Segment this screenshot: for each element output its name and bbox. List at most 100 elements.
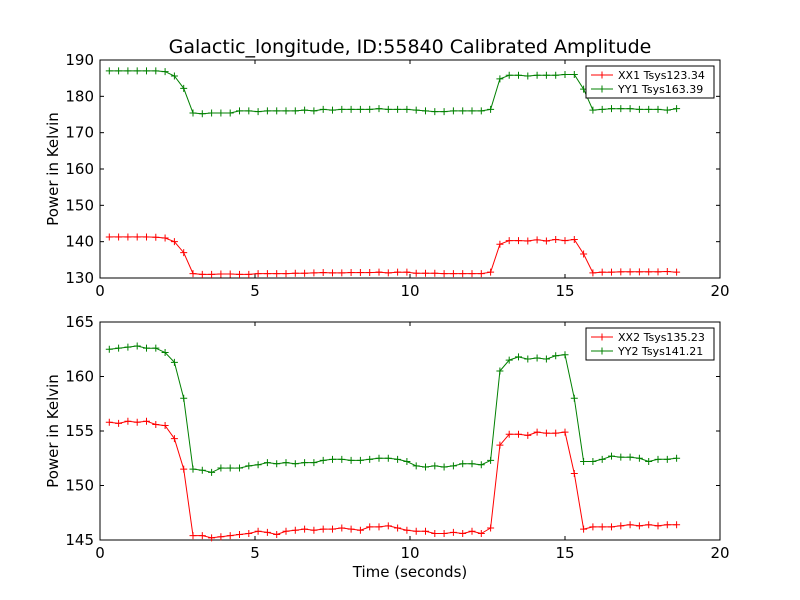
data-point bbox=[161, 68, 169, 76]
data-point bbox=[608, 105, 615, 113]
data-point bbox=[245, 462, 253, 470]
data-point bbox=[645, 458, 653, 466]
x-tick-label: 10 bbox=[400, 282, 419, 300]
data-point bbox=[412, 269, 420, 277]
legend-entry: XX1 Tsys123.34 bbox=[618, 69, 705, 82]
data-point bbox=[170, 238, 178, 246]
data-point bbox=[208, 109, 216, 117]
data-point bbox=[152, 344, 160, 352]
data-point bbox=[552, 71, 560, 79]
data-point bbox=[542, 71, 550, 79]
data-point bbox=[310, 526, 318, 534]
data-point bbox=[282, 270, 290, 278]
data-point bbox=[422, 269, 429, 277]
data-point bbox=[170, 358, 178, 366]
data-point bbox=[524, 237, 532, 245]
data-point bbox=[245, 529, 253, 537]
data-point bbox=[245, 107, 253, 115]
y-tick-label: 160 bbox=[65, 160, 94, 178]
data-point bbox=[291, 460, 299, 468]
data-point bbox=[329, 525, 336, 533]
y-tick-label: 130 bbox=[65, 269, 94, 287]
y-tick-label: 170 bbox=[65, 124, 94, 142]
x-tick-label: 0 bbox=[95, 544, 105, 562]
data-point bbox=[487, 268, 495, 276]
data-point bbox=[282, 527, 290, 535]
data-point bbox=[226, 270, 234, 278]
data-point bbox=[673, 454, 681, 462]
bottom-subplot: 0 5 10 15 20 145 150 155 160 165 Power in Kelvin Ti… bbox=[44, 313, 730, 581]
data-point bbox=[505, 237, 513, 245]
data-point bbox=[115, 67, 123, 75]
data-point bbox=[152, 420, 160, 428]
data-point bbox=[226, 532, 234, 540]
data-point bbox=[217, 533, 225, 541]
data-point bbox=[329, 455, 336, 463]
data-point bbox=[161, 234, 169, 242]
data-point bbox=[403, 268, 411, 276]
data-point bbox=[180, 249, 188, 257]
data-point bbox=[449, 107, 457, 115]
data-point bbox=[440, 463, 448, 471]
data-point bbox=[291, 526, 299, 534]
data-point bbox=[161, 349, 169, 357]
data-point bbox=[189, 532, 197, 540]
data-point bbox=[254, 270, 262, 278]
data-point bbox=[635, 105, 643, 113]
data-point bbox=[431, 269, 439, 277]
data-point bbox=[608, 452, 615, 460]
data-point bbox=[542, 237, 550, 245]
data-point bbox=[515, 430, 522, 438]
data-point bbox=[552, 429, 560, 437]
data-point bbox=[468, 270, 476, 278]
data-point bbox=[143, 417, 150, 425]
data-point bbox=[338, 524, 346, 532]
legend-marker bbox=[598, 347, 606, 355]
data-point bbox=[124, 233, 132, 241]
top-subplot: 0 5 10 15 20 130 140 150 160 170 180 190 Power in Ke… bbox=[44, 51, 730, 300]
y-tick-label: 180 bbox=[65, 87, 94, 105]
data-point bbox=[394, 268, 402, 276]
data-point bbox=[496, 367, 504, 375]
data-point bbox=[384, 105, 392, 113]
series-1 bbox=[105, 233, 681, 278]
legend-entry: YY2 Tsys141.21 bbox=[617, 345, 703, 358]
y-axis-label: Power in Kelvin bbox=[44, 112, 62, 226]
data-point bbox=[394, 455, 402, 463]
data-point bbox=[422, 527, 429, 535]
legend-marker bbox=[598, 333, 606, 341]
data-point bbox=[431, 462, 439, 470]
data-point bbox=[663, 455, 671, 463]
data-point bbox=[319, 105, 327, 113]
data-point bbox=[152, 233, 160, 241]
data-point bbox=[496, 441, 504, 449]
data-point bbox=[570, 71, 578, 79]
x-tick-label: 10 bbox=[400, 544, 419, 562]
data-point bbox=[236, 107, 243, 115]
data-point bbox=[208, 270, 216, 278]
data-point bbox=[533, 354, 541, 362]
data-point bbox=[375, 268, 383, 276]
data-point bbox=[263, 528, 271, 536]
data-point bbox=[505, 71, 513, 79]
data-point bbox=[673, 105, 681, 113]
data-point bbox=[273, 270, 281, 278]
data-point bbox=[254, 527, 262, 535]
data-point bbox=[645, 268, 653, 276]
data-point bbox=[384, 454, 392, 462]
series-1 bbox=[105, 417, 681, 542]
data-point bbox=[580, 525, 588, 533]
data-point bbox=[356, 105, 364, 113]
data-point bbox=[347, 525, 355, 533]
data-point bbox=[338, 105, 346, 113]
x-tick-label: 0 bbox=[95, 282, 105, 300]
data-point bbox=[319, 525, 327, 533]
data-point bbox=[384, 522, 392, 530]
data-point bbox=[663, 267, 671, 275]
data-point bbox=[319, 456, 327, 464]
data-point bbox=[477, 270, 485, 278]
data-point bbox=[115, 233, 123, 241]
data-point bbox=[180, 465, 188, 473]
